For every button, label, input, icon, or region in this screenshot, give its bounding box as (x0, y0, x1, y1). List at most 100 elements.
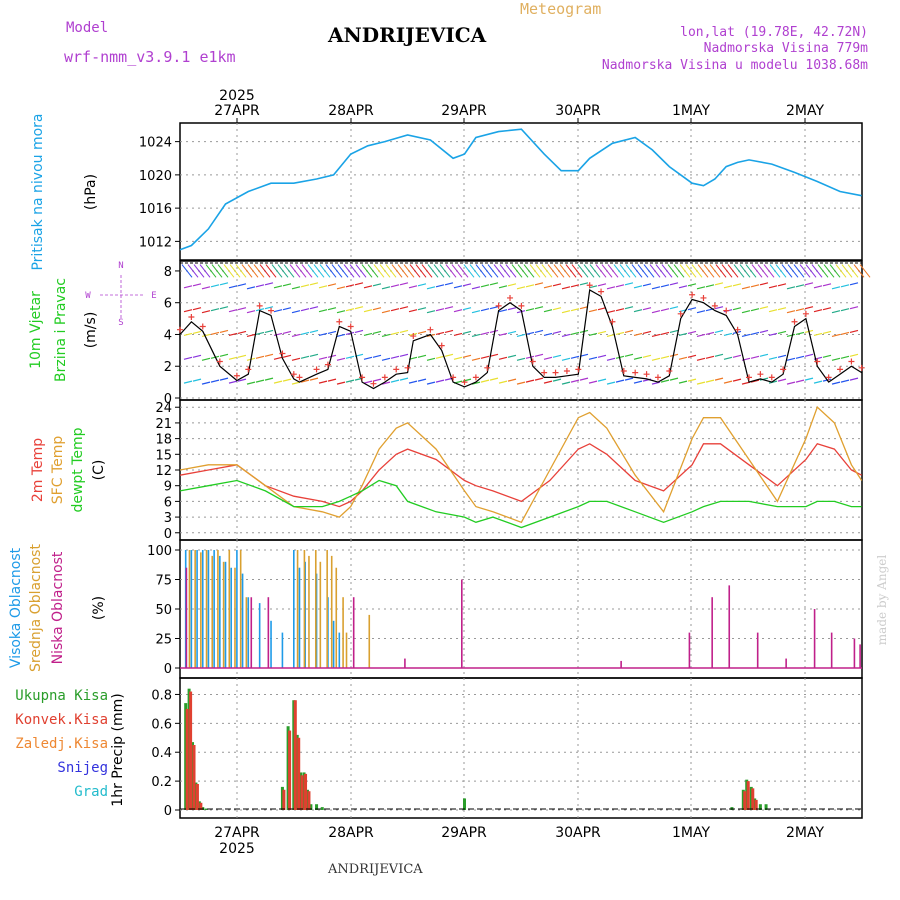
wind-barb (795, 284, 805, 288)
wind-barb (255, 355, 265, 359)
panel-frame (179, 677, 863, 819)
wind-barb (804, 377, 814, 381)
wind-barb (223, 264, 235, 278)
wind-barb (237, 307, 247, 311)
wind-barb (715, 264, 727, 278)
y-tick-label: 18 (155, 433, 172, 448)
temp-series-line (179, 406, 863, 524)
wind-barb (219, 306, 229, 310)
y-tick-label: 21 (155, 417, 172, 432)
wind-barb (507, 378, 517, 382)
precip-legend-1: Konvek.Kisa (15, 712, 108, 728)
wind-barb (615, 379, 625, 383)
cloud-high-label: Visoka Oblacnost (8, 547, 24, 668)
wind-barb (381, 333, 391, 338)
wind-barb (300, 308, 310, 312)
wind-barb (445, 264, 457, 278)
wind-barb (201, 357, 211, 361)
wind-barb (345, 308, 355, 312)
wind-barb (210, 379, 220, 383)
wind-barb (264, 329, 274, 334)
wind-barb (444, 306, 454, 310)
y-tick-label: 0.2 (151, 775, 172, 790)
wind-barb (318, 285, 328, 289)
wind-barb (813, 285, 823, 289)
wind-barb (237, 283, 247, 287)
wind-barb (588, 380, 598, 384)
wind-gust-marker (359, 374, 366, 381)
wind-barb (507, 354, 517, 358)
wind-barb (561, 310, 571, 314)
wind-barb (714, 377, 724, 381)
wind-barb (795, 355, 805, 359)
wind-barb (723, 380, 733, 384)
wind-barb (534, 377, 544, 381)
wind-barb (696, 381, 706, 385)
wind-barb (534, 329, 544, 334)
wind-barb (399, 377, 409, 381)
wind-barb (678, 356, 688, 360)
precip-bar (315, 804, 319, 810)
wind-barb (606, 310, 616, 314)
wind-barb (435, 284, 445, 288)
wind-barb (381, 357, 391, 361)
wind-barb (768, 309, 778, 313)
wind-barb (570, 308, 580, 312)
wind-barb (579, 306, 589, 310)
precip-bar (293, 700, 297, 810)
wind-barb (210, 331, 220, 336)
wind-barb (457, 264, 469, 278)
wind-barb (643, 264, 655, 278)
wind-barb (390, 331, 400, 336)
wind-barb (399, 329, 409, 334)
wind-barb (192, 307, 202, 311)
wind-barb (624, 377, 634, 381)
wind-barb (786, 310, 796, 314)
wind-barb (318, 309, 328, 313)
wind-barb (228, 356, 238, 360)
wind-barb (588, 332, 598, 337)
precip-bar (282, 789, 286, 810)
wind-barb (237, 354, 247, 358)
day-label-bottom: 28APR (328, 825, 374, 841)
wind-gust-marker (324, 361, 331, 368)
wind-barb (781, 264, 793, 278)
wind-barb (525, 308, 535, 312)
precip-bar (189, 691, 193, 810)
wind-gust-marker (814, 358, 821, 365)
wind-barb (570, 379, 580, 383)
wind-barb (696, 286, 706, 290)
wind-barb (543, 309, 553, 313)
wind-barb (606, 286, 616, 290)
wind-barb (325, 264, 337, 278)
wind-barb (421, 264, 433, 278)
wind-barb (408, 380, 418, 384)
y-tick-label: 0.8 (151, 688, 172, 703)
wind-barb (343, 264, 355, 278)
wind-barb (804, 306, 814, 310)
wind-barb (633, 309, 643, 313)
wind-barb (354, 282, 364, 286)
wind-barb (372, 330, 382, 335)
wind-barb (205, 264, 217, 278)
wind-barb (705, 379, 715, 383)
wind-barb (241, 264, 253, 278)
wind-barb (757, 264, 769, 278)
wind-barb (705, 284, 715, 288)
wind-barb (849, 329, 859, 334)
wind-barb (345, 355, 355, 359)
wind-barb (588, 356, 598, 360)
wind-gust-marker (427, 326, 434, 333)
temp-sfc-label: SFC Temp (50, 436, 66, 505)
wind-gust-marker (450, 374, 457, 381)
wind-barb (264, 353, 274, 357)
precip-legend-4: Grad (74, 784, 108, 800)
y-tick-label: 12 (155, 464, 172, 479)
wind-barb (813, 332, 823, 337)
wind-barb (319, 264, 331, 278)
day-label-bottom: 29APR (441, 825, 487, 841)
wind-gust-marker (825, 374, 832, 381)
wind-gust-marker (575, 366, 582, 373)
wind-barb (397, 264, 409, 278)
wind-gust-marker (757, 371, 764, 378)
